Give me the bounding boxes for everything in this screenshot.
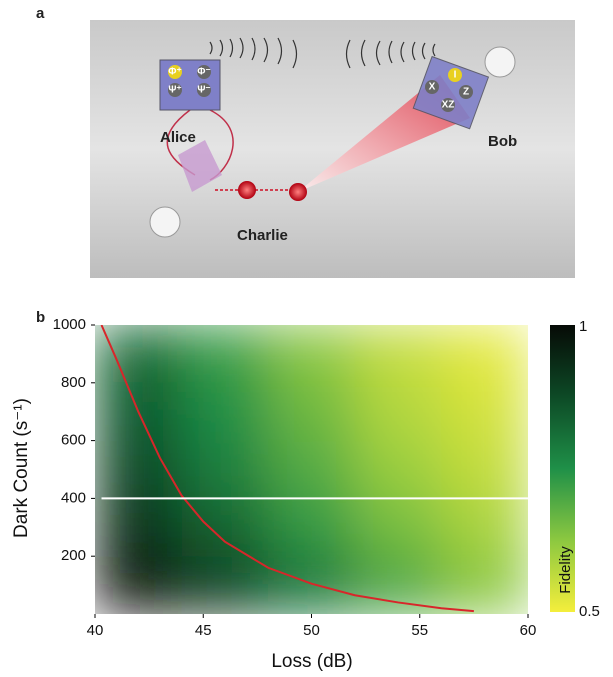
x-tick-label: 60: [520, 622, 537, 639]
state-symbol: Φ⁻: [197, 67, 211, 78]
heat-cell: [355, 383, 442, 441]
ion: [289, 183, 307, 201]
panel-label: b: [36, 309, 45, 326]
heat-cell: [355, 498, 442, 556]
y-tick-label: 200: [61, 547, 86, 564]
heat-cell: [268, 383, 355, 441]
heat-cell: [441, 383, 528, 441]
x-axis-label: Loss (dB): [271, 651, 352, 672]
state-symbol: Ψ⁻: [197, 85, 210, 96]
colorbar-tick-label: 1: [579, 318, 587, 335]
heatmap-cells: [95, 325, 529, 615]
heat-cell: [355, 441, 442, 499]
heat-cell: [268, 556, 355, 614]
y-axis-label: Dark Count (s⁻¹): [11, 398, 32, 538]
heat-cell: [95, 441, 182, 499]
state-symbol: Ψ⁺: [168, 85, 181, 96]
y-tick-label: 800: [61, 374, 86, 391]
heat-cell: [441, 556, 528, 614]
heat-cell: [182, 325, 269, 383]
bob-label: Bob: [488, 133, 517, 150]
op-symbol: Z: [463, 87, 469, 98]
y-tick-label: 1000: [53, 316, 86, 333]
alice-label: Alice: [160, 129, 196, 146]
heat-cell: [355, 325, 442, 383]
heat-cell: [268, 498, 355, 556]
heat-cell: [182, 498, 269, 556]
x-tick-label: 50: [303, 622, 320, 639]
colorbar-label: Fidelity: [557, 546, 574, 594]
heat-cell: [182, 556, 269, 614]
sphere: [485, 47, 515, 77]
op-symbol: X: [429, 82, 436, 93]
heat-cell: [441, 498, 528, 556]
heat-cell: [268, 325, 355, 383]
charlie-label: Charlie: [237, 227, 288, 244]
y-tick-label: 600: [61, 432, 86, 449]
figure: a Alice Bob Charlie b Loss (dB) Dark Cou…: [0, 0, 613, 677]
heat-cell: [441, 441, 528, 499]
heat-cell: [268, 441, 355, 499]
sphere: [150, 207, 180, 237]
state-symbol: Φ⁺: [168, 67, 182, 78]
panel-label: a: [36, 5, 45, 22]
colorbar-tick-label: 0.5: [579, 603, 600, 620]
heatmap: [95, 325, 529, 615]
heat-cell: [95, 498, 182, 556]
heat-cell: [182, 441, 269, 499]
heat-cell: [95, 325, 182, 383]
x-tick-label: 55: [411, 622, 428, 639]
x-tick-label: 40: [87, 622, 104, 639]
x-tick-label: 45: [195, 622, 212, 639]
op-symbol: I: [454, 70, 457, 81]
ion: [238, 181, 256, 199]
y-tick-label: 400: [61, 489, 86, 506]
heat-cell: [95, 556, 182, 614]
heat-cell: [441, 325, 528, 383]
heat-cell: [182, 383, 269, 441]
op-symbol: XZ: [442, 100, 455, 111]
